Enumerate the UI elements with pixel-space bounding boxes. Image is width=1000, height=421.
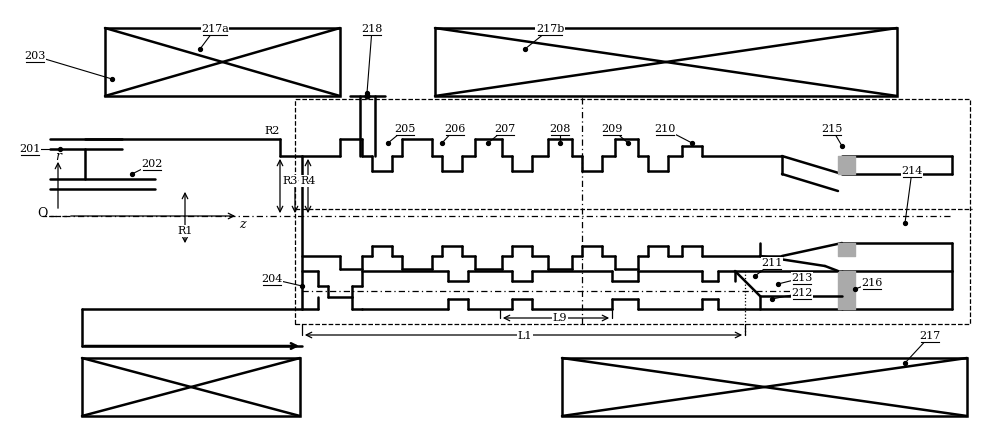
Bar [435, 28, 897, 96]
Text: 210: 210 [654, 124, 676, 134]
Text: 204: 204 [261, 274, 283, 284]
Text: L1: L1 [518, 331, 532, 341]
Text: 214: 214 [901, 166, 923, 176]
Bar [295, 99, 970, 324]
Text: z: z [239, 218, 245, 231]
Bar [82, 358, 300, 416]
Text: 209: 209 [601, 124, 623, 134]
Text: 206: 206 [444, 124, 466, 134]
Text: 217a: 217a [201, 24, 229, 34]
Text: R4: R4 [300, 176, 316, 186]
Text: r: r [55, 149, 61, 163]
Text: 208: 208 [549, 124, 571, 134]
Text: 216: 216 [861, 278, 883, 288]
Bar [562, 358, 967, 416]
Text: L9: L9 [553, 313, 567, 323]
Text: 207: 207 [494, 124, 516, 134]
Text: 213: 213 [791, 273, 813, 283]
Text: 217: 217 [919, 331, 941, 341]
Text: 212: 212 [791, 288, 813, 298]
Text: 203: 203 [24, 51, 46, 61]
Text: 202: 202 [141, 159, 163, 169]
Text: 201: 201 [19, 144, 41, 154]
Text: 205: 205 [394, 124, 416, 134]
Text: R1: R1 [177, 226, 193, 236]
Bar [105, 28, 340, 96]
Text: 211: 211 [761, 258, 783, 268]
Text: R3: R3 [282, 176, 298, 186]
Text: 218: 218 [361, 24, 383, 34]
Text: R2: R2 [264, 126, 280, 136]
Text: 217b: 217b [536, 24, 564, 34]
Text: O: O [37, 206, 47, 219]
Text: 215: 215 [821, 124, 843, 134]
